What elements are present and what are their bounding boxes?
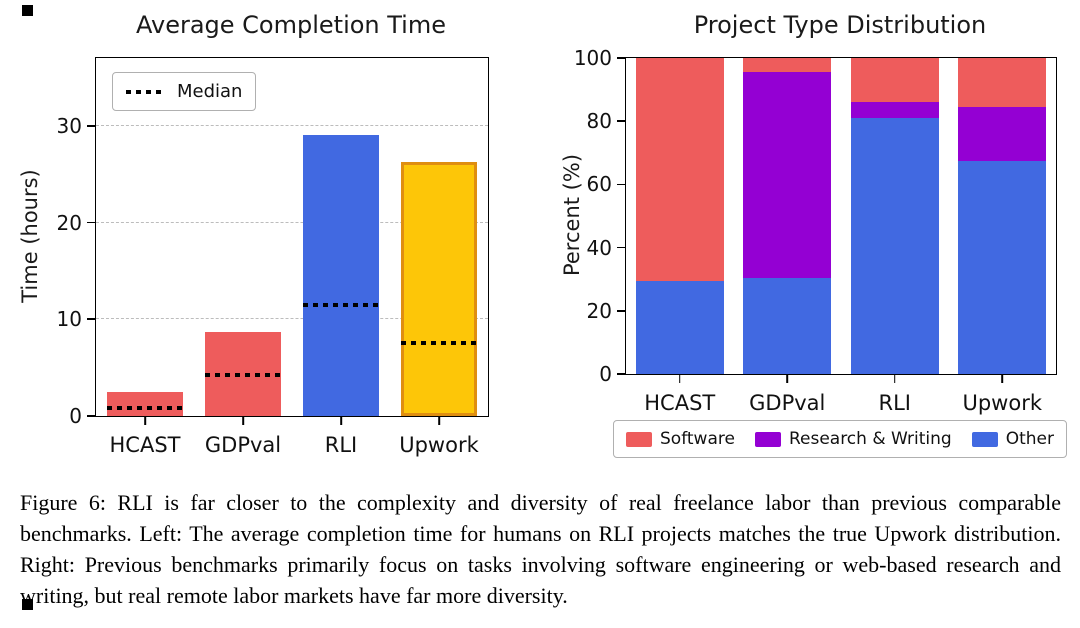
y-tick-label: 60 [586,172,612,197]
x-tick-label: GDPval [204,433,282,457]
right-y-axis-label: Percent (%) [560,153,584,277]
x-tick-mark [340,417,342,425]
segment-rli-other [850,118,939,374]
segment-upwork-software [958,58,1047,107]
x-tick-label: GDPval [749,391,826,415]
median-dotted-line-icon [126,89,166,94]
x-tick-mark [678,375,681,383]
legend-label-software: Software [660,429,735,449]
y-tick-mark [87,124,95,127]
left-chart-title: Average Completion Time [135,11,446,39]
segment-upwork-other [958,160,1047,374]
median-line-gdpval [205,373,281,378]
x-tick-label: HCAST [644,391,716,415]
segment-rli-software [850,58,939,103]
x-tick-label: Upwork [962,391,1043,415]
y-tick-mark [87,415,95,417]
research-writing-swatch-icon [754,431,781,447]
y-gridline [96,318,488,320]
y-gridline [96,124,488,126]
legend-item-research-writing: Research & Writing [754,429,952,449]
bar-upwork [401,161,477,416]
right-plot: 0 20 40 60 80 100 HCAST GDPval RLI Upwork [574,46,1057,415]
x-tick-mark [786,375,789,383]
legend-label-other: Other [1005,429,1054,449]
x-tick-mark [242,417,244,425]
other-swatch-icon [971,431,998,447]
bar-hcast [107,391,183,416]
x-tick-mark [144,417,146,425]
segment-upwork-research-writing [958,106,1047,161]
y-tick-label: 40 [586,235,612,260]
median-line-hcast [107,406,183,411]
x-tick-mark [1001,375,1004,383]
median-line-upwork [401,341,477,346]
y-tick-mark [617,120,625,122]
y-tick-label: 30 [56,113,82,138]
segment-gdpval-software [743,58,832,73]
project-type-legend: Software Research & Writing Other [613,420,1067,458]
y-tick-label: 100 [573,46,612,70]
segment-rli-research-writing [850,102,939,119]
segment-hcast-other [635,280,724,374]
page-margin-mark-bottom [22,599,33,610]
median-line-rli [303,302,379,307]
y-tick-label: 0 [599,362,612,386]
y-tick-label: 10 [56,307,82,332]
x-tick-mark [893,375,896,383]
legend-item-other: Other [971,429,1054,449]
y-tick-label: 80 [586,109,612,134]
x-tick-label: RLI [324,433,358,457]
y-tick-mark [617,183,625,186]
legend-item-software: Software [626,429,735,449]
y-tick-label: 20 [586,298,612,323]
page-margin-mark-top [22,5,33,16]
x-tick-mark [438,417,440,425]
software-swatch-icon [626,431,652,447]
y-gridline [96,221,488,223]
x-tick-label: RLI [878,391,911,415]
y-tick-mark [617,310,625,312]
segment-gdpval-other [743,277,832,374]
y-tick-mark [87,221,95,224]
x-tick-label: Upwork [399,433,479,457]
x-tick-label: HCAST [109,433,181,457]
y-tick-mark [617,57,625,59]
y-tick-mark [87,318,95,321]
bar-rli [303,135,379,416]
left-y-axis-label: Time (hours) [18,169,42,303]
y-tick-label: 0 [69,404,82,428]
left-plot: Median 0 10 20 30 HCAST GDPval RLI Upwork [57,57,489,457]
legend-label-research-writing: Research & Writing [788,429,952,449]
figure-caption: Figure 6: RLI is far closer to the compl… [20,490,1061,608]
right-chart-title: Project Type Distribution [693,11,987,39]
y-tick-label: 20 [56,210,82,235]
median-legend: Median [112,72,257,111]
y-tick-mark [617,246,625,249]
segment-gdpval-research-writing [743,72,832,278]
y-tick-mark [617,373,625,375]
segment-hcast-software [635,58,724,281]
median-legend-label: Median [177,81,243,102]
